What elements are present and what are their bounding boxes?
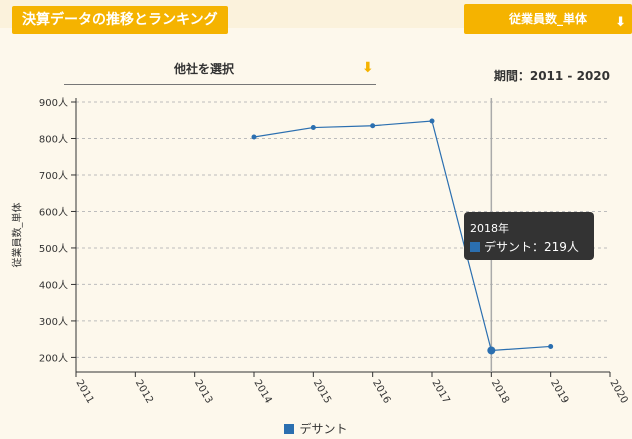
chart-tooltip: 2018年 デサント：219人	[464, 212, 594, 260]
data-point	[487, 346, 496, 355]
x-tick-label: 2015	[311, 378, 333, 406]
y-tick-label: 500人	[39, 243, 68, 255]
metric-label: 従業員数_単体	[508, 12, 587, 26]
arrow-down-icon: ⬇	[362, 60, 374, 76]
data-point	[548, 343, 554, 349]
data-point	[429, 118, 435, 124]
x-tick-label: 2019	[548, 378, 570, 406]
metric-select-button[interactable]: 従業員数_単体 ⬇	[464, 4, 632, 34]
x-tick-label: 2016	[370, 378, 392, 406]
y-tick-label: 800人	[39, 133, 68, 145]
y-tick-label: 200人	[39, 352, 68, 364]
legend-label: デサント	[299, 422, 348, 436]
arrow-down-icon: ⬇	[615, 15, 626, 30]
company-select[interactable]: 他社を選択 ⬇	[64, 56, 376, 85]
x-tick-label: 2018	[489, 378, 511, 406]
x-tick-label: 2017	[429, 378, 451, 406]
tooltip-value: デサント：219人	[484, 240, 579, 254]
x-tick-label: 2013	[192, 378, 214, 406]
x-tick-label: 2011	[73, 378, 95, 406]
y-tick-label: 900人	[39, 97, 68, 109]
x-tick-label: 2012	[133, 378, 155, 406]
y-tick-label: 700人	[39, 170, 68, 182]
y-tick-label: 400人	[39, 279, 68, 291]
y-tick-label: 300人	[39, 316, 68, 328]
data-point	[370, 123, 376, 129]
data-point	[251, 134, 257, 140]
series-swatch-icon	[470, 242, 480, 252]
legend-swatch-icon	[284, 424, 295, 434]
data-point	[310, 125, 316, 131]
y-tick-label: 600人	[39, 206, 68, 218]
page-title: 決算データの推移とランキング	[12, 6, 228, 34]
period-label: 期間：2011 - 2020	[493, 69, 610, 83]
company-select-label: 他社を選択	[173, 62, 234, 76]
tooltip-row: デサント：219人	[470, 238, 579, 255]
series-line	[253, 120, 551, 352]
tooltip-year: 2018年	[470, 222, 509, 235]
x-tick-label: 2014	[251, 378, 273, 406]
x-tick-label: 2020	[607, 378, 629, 406]
chart-legend[interactable]: デサント	[0, 420, 632, 437]
